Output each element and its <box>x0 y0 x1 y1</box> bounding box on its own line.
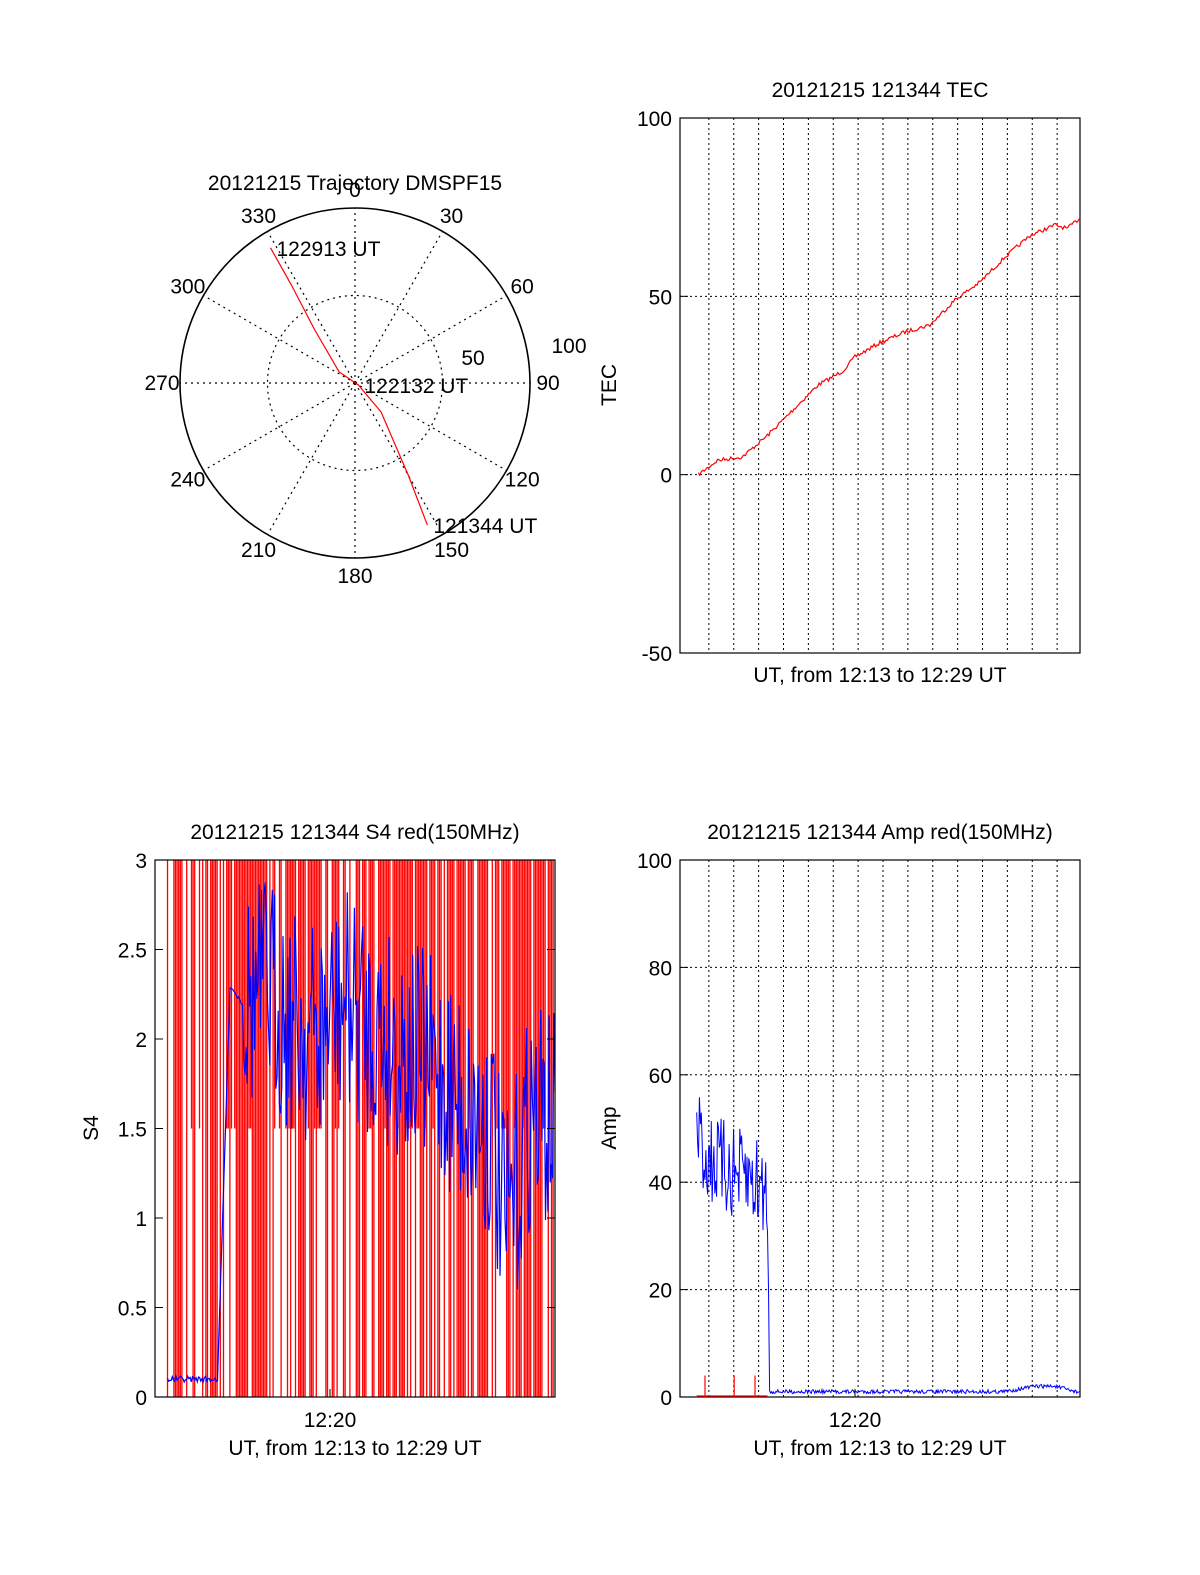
polar-azimuth-label: 120 <box>505 469 540 492</box>
tec-panel: 20121215 121344 TEC UT, from 12:13 to 12… <box>598 79 1081 687</box>
polar-time-annotation: 122913 UT <box>277 238 381 261</box>
s4-xlabel: UT, from 12:13 to 12:29 UT <box>228 1437 481 1460</box>
polar-azimuth-label: 240 <box>170 469 205 492</box>
polar-spoke <box>354 294 507 384</box>
polar-spoke <box>354 231 444 384</box>
y-tick-label: 80 <box>649 957 672 980</box>
tec-plot: -50 0 50 100 <box>637 108 1081 666</box>
y-tick-label: 20 <box>649 1280 672 1303</box>
polar-azimuth-label: 210 <box>241 539 276 562</box>
y-tick-label: 100 <box>637 108 672 131</box>
y-tick-label: 0 <box>135 1387 147 1410</box>
y-tick-label: 60 <box>649 1065 672 1088</box>
plot-frame <box>679 117 1081 654</box>
polar-azimuth-label: 270 <box>144 372 179 395</box>
s4-panel: 20121215 121344 S4 red(150MHz) UT, from … <box>80 821 556 1460</box>
s4-plot: 0 0.5 1 1.5 2 2.5 3 12:20 <box>118 850 556 1432</box>
polar-radial-label: 50 <box>461 347 484 370</box>
amp-ylabel: Amp <box>598 1106 621 1149</box>
amp-blue-series <box>696 1097 1081 1396</box>
trajectory-panel: 20121215 Trajectory DMSPF15 0 30 60 90 120 15… <box>144 172 586 588</box>
s4-blue-series <box>166 882 556 1385</box>
y-tick-label: 0 <box>660 1387 672 1410</box>
s4-ylabel: S4 <box>80 1115 103 1141</box>
polar-azimuth-label: 0 <box>349 179 361 202</box>
y-tick-label: 40 <box>649 1172 672 1195</box>
polar-azimuth-label: 60 <box>510 276 533 299</box>
x-tick-label: 12:20 <box>304 1409 357 1432</box>
trajectory-plot: 0 30 60 90 120 150 180 210 240 270 300 330 50 100 1229… <box>144 179 586 588</box>
y-tick-label: -50 <box>642 643 672 666</box>
y-tick-label: 2.5 <box>118 940 147 963</box>
trajectory-title: 20121215 Trajectory DMSPF15 <box>208 172 502 195</box>
x-tick-label: 12:20 <box>829 1409 882 1432</box>
polar-azimuth-label: 180 <box>337 565 372 588</box>
polar-time-annotation: 122132 UT <box>364 375 468 398</box>
tec-xlabel: UT, from 12:13 to 12:29 UT <box>753 664 1006 687</box>
amp-panel: 20121215 121344 Amp red(150MHz) UT, from… <box>598 821 1081 1460</box>
tec-title: 20121215 121344 TEC <box>772 79 989 102</box>
tec-series-line <box>697 217 1081 477</box>
y-tick-label: 100 <box>637 850 672 873</box>
polar-spoke <box>354 382 444 535</box>
polar-azimuth-label: 300 <box>170 276 205 299</box>
y-tick-label: 2 <box>135 1029 147 1052</box>
y-tick-label: 0.5 <box>118 1298 147 1321</box>
polar-spoke <box>354 382 507 472</box>
s4-title: 20121215 121344 S4 red(150MHz) <box>190 821 519 844</box>
polar-azimuth-label: 330 <box>241 205 276 228</box>
polar-spoke <box>266 231 356 384</box>
polar-azimuth-label: 150 <box>434 539 469 562</box>
y-tick-label: 0 <box>660 465 672 488</box>
y-tick-label: 3 <box>135 850 147 873</box>
amp-plot: 0 20 40 60 80 100 12:20 <box>637 850 1081 1432</box>
plot-frame <box>679 859 1081 1398</box>
polar-time-annotation: 121344 UT <box>433 515 537 538</box>
polar-inner-circle <box>266 294 444 472</box>
amp-title: 20121215 121344 Amp red(150MHz) <box>707 821 1053 844</box>
polar-azimuth-label: 30 <box>440 205 463 228</box>
y-tick-label: 1 <box>135 1208 147 1231</box>
y-tick-label: 1.5 <box>118 1119 147 1142</box>
amp-xlabel: UT, from 12:13 to 12:29 UT <box>753 1437 1006 1460</box>
polar-spoke <box>203 294 356 384</box>
tec-ylabel: TEC <box>598 364 621 406</box>
polar-azimuth-label: 90 <box>536 372 559 395</box>
polar-spoke <box>203 382 356 472</box>
y-tick-label: 50 <box>649 286 672 309</box>
polar-radial-label: 100 <box>551 335 586 358</box>
polar-trajectory-line <box>269 247 428 526</box>
polar-spoke <box>266 382 356 535</box>
